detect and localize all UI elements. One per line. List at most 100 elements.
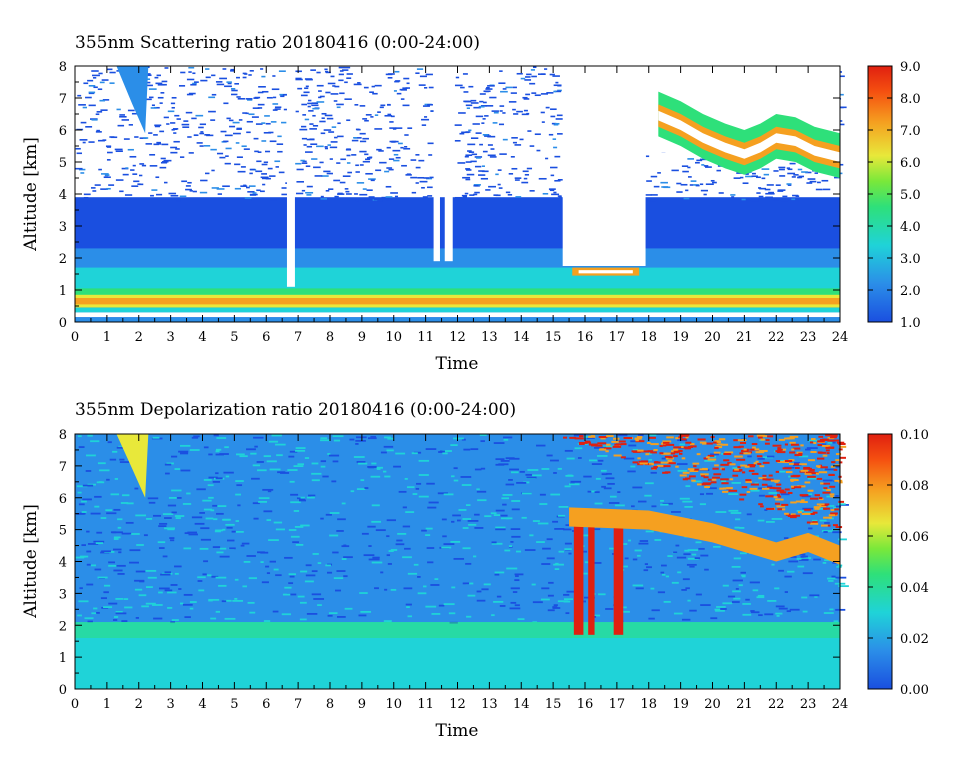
depol-speckle <box>119 461 130 463</box>
depol-speckle <box>78 503 85 506</box>
aerosol-speckle <box>257 107 263 109</box>
aerosol-speckle <box>499 110 503 112</box>
aerosol-speckle <box>838 75 845 78</box>
ice-cloud-speckle <box>659 452 664 455</box>
ice-cloud-speckle <box>741 471 746 474</box>
depol-speckle <box>510 587 520 590</box>
depol-speckle <box>474 468 482 471</box>
depol-speckle <box>835 495 839 497</box>
depol-speckle <box>208 476 218 479</box>
depol-speckle <box>343 556 353 559</box>
aerosol-speckle <box>370 179 375 182</box>
chart-title-2: 355nm Depolarization ratio 20180416 (0:0… <box>75 400 516 420</box>
depol-speckle <box>263 455 271 458</box>
depol-speckle <box>295 447 306 449</box>
ice-cloud-speckle <box>716 440 721 443</box>
depol-speckle <box>113 508 121 511</box>
depol-speckle <box>262 488 274 491</box>
depol-speckle <box>821 443 827 446</box>
ice-cloud-speckle <box>740 449 749 452</box>
aerosol-speckle <box>305 191 314 194</box>
depol-speckle <box>168 496 178 499</box>
ice-cloud-speckle <box>789 435 799 438</box>
ice-cloud-speckle <box>821 444 831 447</box>
depol-speckle <box>733 597 741 600</box>
depol-speckle <box>235 520 239 522</box>
aerosol-speckle <box>204 134 210 136</box>
aerosol-speckle <box>407 127 413 129</box>
depol-speckle <box>521 492 532 495</box>
ice-cloud-speckle <box>835 526 843 529</box>
depol-speckle <box>406 606 410 608</box>
depol-speckle <box>203 446 209 449</box>
ice-cloud-speckle <box>723 459 730 462</box>
depol-speckle <box>320 437 328 440</box>
depol-speckle <box>529 534 534 537</box>
ice-cloud-speckle <box>796 451 803 454</box>
ice-cloud-speckle <box>690 445 697 448</box>
aerosol-speckle <box>346 73 353 75</box>
aerosol-speckle <box>229 125 236 128</box>
panel-scattering: 355nm Scattering ratio 20180416 (0:00-24… <box>21 33 921 374</box>
aerosol-speckle <box>398 142 403 145</box>
ice-cloud-speckle <box>799 463 807 466</box>
depol-speckle <box>728 493 739 496</box>
depol-speckle <box>639 540 649 542</box>
aerosol-speckle <box>761 168 770 170</box>
aerosol-speckle <box>423 177 430 179</box>
depol-speckle <box>465 504 471 507</box>
aerosol-speckle <box>540 93 549 95</box>
depol-speckle <box>116 564 126 567</box>
depol-speckle <box>265 565 270 568</box>
aerosol-speckle <box>336 103 344 106</box>
aerosol-speckle <box>421 186 425 189</box>
aerosol-speckle <box>773 199 780 201</box>
aerosol-speckle <box>745 175 753 178</box>
aerosol-speckle <box>198 126 204 129</box>
ice-cloud-speckle <box>765 495 774 498</box>
ice-cloud-speckle <box>729 463 736 466</box>
aerosol-speckle <box>553 84 562 87</box>
depol-speckle <box>371 520 382 523</box>
ice-cloud-speckle <box>807 459 815 462</box>
aerosol-speckle <box>196 142 203 144</box>
ice-cloud-speckle <box>667 459 673 462</box>
aerosol-speckle <box>807 178 816 180</box>
aerosol-speckle <box>401 164 407 167</box>
aerosol-speckle <box>241 145 247 148</box>
depol-speckle <box>704 459 715 462</box>
depol-speckle <box>687 557 699 560</box>
aerosol-speckle <box>393 153 399 156</box>
aerosol-speckle <box>394 70 400 73</box>
aerosol-speckle <box>763 173 770 176</box>
depol-speckle <box>234 597 238 600</box>
aerosol-speckle <box>181 180 188 183</box>
depol-speckle <box>368 545 372 547</box>
depol-speckle <box>632 584 644 587</box>
x-tick-label: 9 <box>358 330 366 345</box>
depol-speckle <box>495 526 506 529</box>
depol-speckle <box>380 571 384 574</box>
depol-speckle <box>558 514 566 517</box>
aerosol-speckle <box>263 131 272 134</box>
aerosol-speckle <box>838 123 845 126</box>
ice-cloud-speckle <box>685 436 689 439</box>
ice-cloud-speckle <box>606 435 614 438</box>
depol-speckle <box>698 547 705 550</box>
aerosol-speckle <box>490 148 495 150</box>
depol-speckle <box>794 461 798 464</box>
ice-cloud-speckle <box>713 441 719 444</box>
depol-speckle <box>832 561 838 564</box>
depol-speckle <box>539 493 546 496</box>
depol-speckle <box>215 477 223 480</box>
aerosol-speckle <box>557 195 562 197</box>
depol-speckle <box>300 524 310 527</box>
depol-speckle <box>286 593 297 596</box>
ice-cloud-speckle <box>650 451 657 454</box>
depol-speckle <box>671 511 681 513</box>
depol-speckle <box>94 505 100 508</box>
aerosol-speckle <box>216 188 225 190</box>
depol-speckle <box>79 587 83 590</box>
ice-cloud-speckle <box>739 493 747 496</box>
depol-speckle <box>215 576 227 579</box>
